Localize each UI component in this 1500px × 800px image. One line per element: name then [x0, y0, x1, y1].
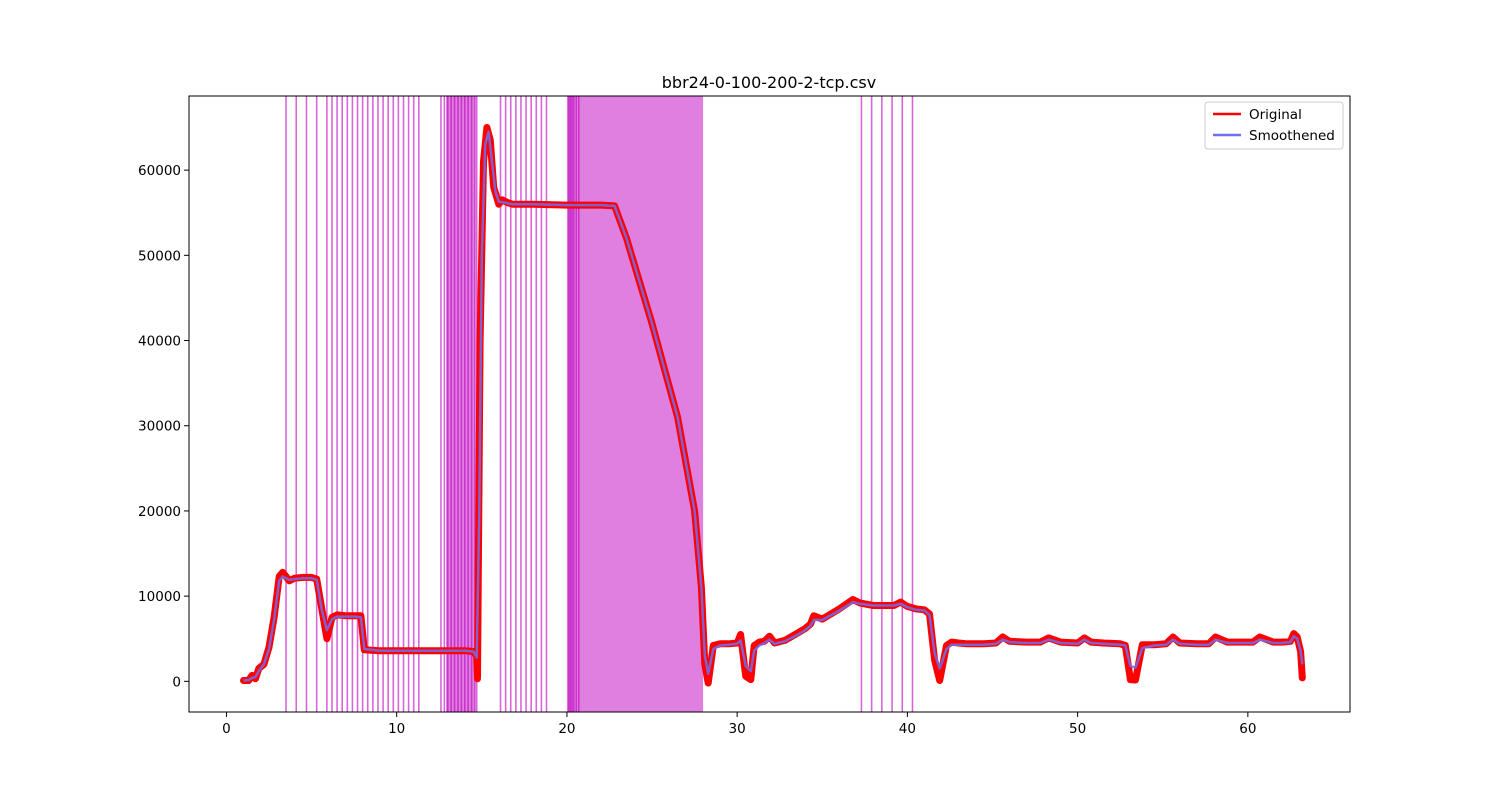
y-tick-label: 10000 [138, 589, 181, 605]
x-tick-label: 60 [1239, 721, 1256, 737]
x-tick-label: 40 [899, 721, 916, 737]
data-lines [240, 124, 1306, 687]
x-tick-label: 20 [558, 721, 575, 737]
y-tick-label: 60000 [138, 163, 181, 179]
y-tick-label: 40000 [138, 334, 181, 350]
shaded-region [566, 96, 704, 712]
series-smoothened-line [243, 130, 1304, 682]
y-tick-label: 20000 [138, 504, 181, 520]
legend: Original Smoothened [1204, 101, 1344, 150]
x-tick-label: 0 [222, 721, 231, 737]
plot-frame [188, 95, 1351, 713]
y-tick-label: 30000 [138, 419, 181, 435]
y-axis-ticks: 0 10000 20000 30000 40000 50000 60000 [138, 163, 189, 690]
x-tick-label: 10 [388, 721, 405, 737]
x-axis-ticks: 0 10 20 30 40 50 60 [222, 712, 1256, 737]
chart-title: bbr24-0-100-200-2-tcp.csv [662, 73, 876, 92]
y-tick-label: 0 [172, 674, 181, 690]
vertical-markers [285, 96, 914, 712]
legend-original-label: Original [1249, 107, 1302, 123]
legend-smoothened-label: Smoothened [1249, 128, 1335, 144]
y-tick-label: 50000 [138, 248, 181, 264]
x-tick-label: 50 [1069, 721, 1086, 737]
x-tick-label: 30 [729, 721, 746, 737]
